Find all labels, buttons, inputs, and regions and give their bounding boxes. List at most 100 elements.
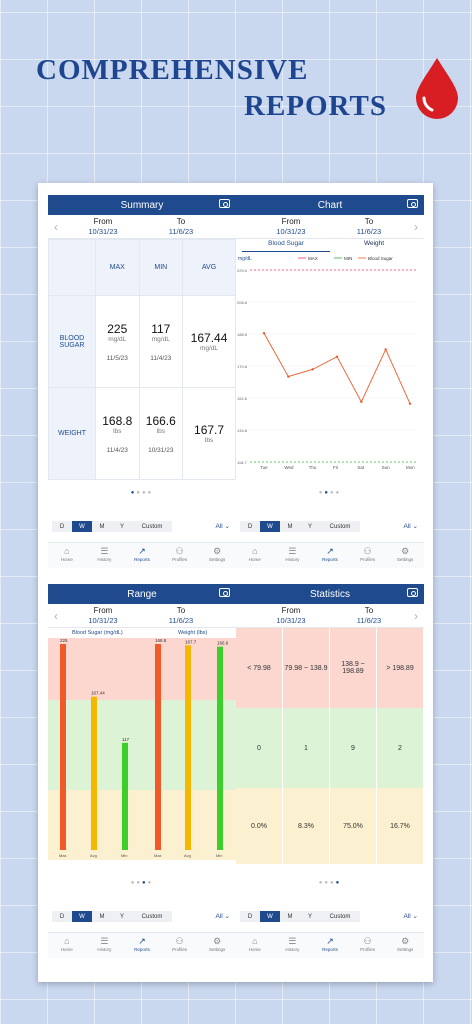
next-arrow-icon[interactable]: › [414,219,418,234]
page-dots: ●●●● [130,490,154,496]
camera-icon[interactable] [219,588,230,597]
data-point [335,355,339,358]
legend-label: Blood Sugar [368,256,393,261]
x-tick-label: Sun [382,465,391,470]
page-dots: ●●●● [130,880,154,886]
tab-bar: ⌂ Home ☰ History ↗ Reports ⚇ Profiles ⚙ Setti… [236,932,424,958]
bar-category-label: Min [216,853,222,858]
tab-profiles[interactable]: ⚇ Profiles [161,933,199,958]
range-labels: Blood Sugar (mg/dL) Weight (lbs) [72,630,208,636]
home-icon: ⌂ [64,936,70,946]
tab-settings[interactable]: ⚙ Settings [198,933,236,958]
tab-home[interactable]: ⌂ Home [236,933,274,958]
y-tick-label: 170.8 [237,364,248,369]
x-tick-label: Tue [260,465,268,470]
people-icon: ⚇ [363,936,372,946]
tab-settings[interactable]: ⚙ Settings [198,543,236,568]
tab-blood-sugar[interactable]: Blood Sugar [242,240,330,252]
gear-icon: ⚙ [401,546,410,556]
tab-history[interactable]: ☰ History [86,933,124,958]
bar-value-label: 166.6 [217,641,229,646]
x-tick-label: Wed [284,465,294,470]
period-y[interactable]: Y [112,521,132,532]
normal-zone [48,700,236,790]
y-tick-label: 188.5 [237,332,248,337]
bar-value-label: 167.44 [91,691,105,696]
x-tick-label: Mon [406,465,415,470]
to-date[interactable]: 11/6/23 [168,226,194,236]
data-point [408,402,412,405]
blood-drop-icon [416,58,458,119]
tab-reports[interactable]: ↗ Reports [123,543,161,568]
summary-header: Summary [48,195,236,215]
stats-pct-row: 0.0% 8.3% 75.0% 16.7% [236,788,424,864]
data-point [287,375,290,378]
tab-settings[interactable]: ⚙ Settings [386,543,424,568]
tab-history[interactable]: ☰ History [274,543,312,568]
all-filter[interactable]: All ⌄ [215,523,230,530]
tab-profiles[interactable]: ⚇ Profiles [349,933,387,958]
period-custom[interactable]: Custom [132,521,172,532]
tab-bar: ⌂ Home ☰ History ↗ Reports ⚇ Profiles ⚙ Setti… [236,542,424,568]
tab-reports[interactable]: ↗ Reports [311,933,349,958]
people-icon: ⚇ [175,546,184,556]
summary-table: MAX MIN AVG BLOOD SUGAR 225 mg/dL 11/5/23 11… [48,239,236,480]
all-filter[interactable]: All ⌄ [403,523,418,530]
tab-profiles[interactable]: ⚇ Profiles [349,543,387,568]
bar-value-label: 117 [122,737,130,742]
next-arrow-icon[interactable]: › [414,608,418,623]
prev-arrow-icon[interactable]: ‹ [54,608,58,623]
tab-reports[interactable]: ↗ Reports [123,933,161,958]
range-bar [155,644,161,850]
list-icon: ☰ [288,936,297,946]
date-range: ‹ From 10/31/23 To 11/6/23 [48,215,236,239]
page-dots: ●●●● [318,880,342,886]
x-tick-label: Fri [333,465,338,470]
camera-icon[interactable] [407,199,418,208]
high-zone [48,638,236,700]
tab-reports[interactable]: ↗ Reports [311,543,349,568]
range-bar [122,742,128,850]
all-filter[interactable]: All ⌄ [403,913,418,920]
tab-history[interactable]: ☰ History [274,933,312,958]
period-w[interactable]: W [72,521,92,532]
camera-icon[interactable] [219,199,230,208]
legend-label: MAX [308,256,318,261]
tab-home[interactable]: ⌂ Home [48,933,86,958]
stats-ranges-row: < 79.98 79.98 ~ 138.9 138.9 ~ 198.89 > 198.… [236,628,424,708]
chart-panel: Chart From 10/31/23 To 11/6/23 › Blood Sug… [236,195,424,570]
hero: COMPREHENSIVE REPORTS [0,0,472,180]
tab-weight[interactable]: Weight [363,240,385,247]
bar-category-label: Max [59,853,67,858]
statistics-panel: Statistics From 10/31/23 To 11/6/23 › < 79… [236,584,424,960]
list-icon: ☰ [100,546,109,556]
tab-profiles[interactable]: ⚇ Profiles [161,543,199,568]
tab-home[interactable]: ⌂ Home [236,543,274,568]
tab-settings[interactable]: ⚙ Settings [386,933,424,958]
tab-bar: ⌂ Home ☰ History ↗ Reports ⚇ Profiles ⚙ Setti… [48,932,236,958]
prev-arrow-icon[interactable]: ‹ [54,219,58,234]
period-d[interactable]: D [52,521,72,532]
period-m[interactable]: M [92,521,112,532]
tab-bar: ⌂ Home ☰ History ↗ Reports ⚇ Profiles ⚙ Setti… [48,542,236,568]
tab-history[interactable]: ☰ History [86,543,124,568]
all-filter[interactable]: All ⌄ [215,913,230,920]
range-bar [60,644,66,850]
date-range: ‹ From 10/31/23 To 11/6/23 [48,604,236,628]
tab-home[interactable]: ⌂ Home [48,543,86,568]
weight-label: Weight [178,630,196,636]
trend-icon: ↗ [326,936,334,946]
home-icon: ⌂ [64,546,70,556]
list-icon: ☰ [100,936,109,946]
people-icon: ⚇ [363,546,372,556]
from-date[interactable]: 10/31/23 [88,226,118,236]
people-icon: ⚇ [175,936,184,946]
col-avg: AVG [182,239,236,296]
summary-panel: Summary ‹ From 10/31/23 To 11/6/23 MAX MIN A… [48,195,236,570]
period-selector: D W M Y Custom [52,911,172,922]
range-header: Range [48,584,236,604]
range-bar [217,646,223,850]
camera-icon[interactable] [407,588,418,597]
gear-icon: ⚙ [401,936,410,946]
